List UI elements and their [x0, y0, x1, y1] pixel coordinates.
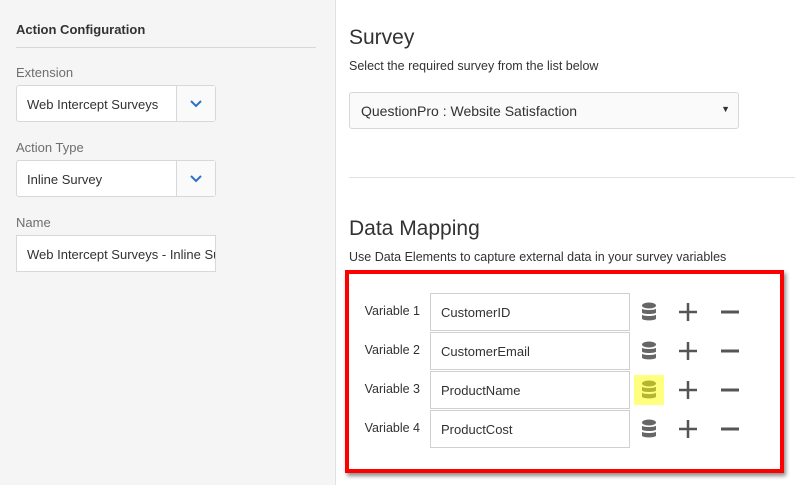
chevron-down-icon [190, 174, 202, 182]
survey-subtitle: Select the required survey from the list… [349, 59, 599, 73]
survey-title: Survey [349, 26, 415, 49]
data-element-icon[interactable] [634, 297, 664, 327]
minus-icon[interactable] [715, 297, 745, 327]
data-element-icon[interactable] [634, 375, 664, 405]
variable-input[interactable]: ProductName [430, 371, 630, 409]
variable-label: Variable 2 [364, 343, 420, 357]
extension-value: Web Intercept Surveys [27, 97, 159, 112]
data-mapping-title: Data Mapping [349, 217, 480, 240]
variable-label: Variable 4 [364, 421, 420, 435]
data-element-icon[interactable] [634, 414, 664, 444]
action-type-value: Inline Survey [27, 172, 103, 187]
variable-label: Variable 3 [364, 382, 420, 396]
survey-select[interactable]: QuestionPro : Website Satisfaction ▼ [349, 92, 739, 129]
action-type-dropdown-button[interactable] [176, 161, 215, 196]
highlight-box [345, 270, 784, 473]
data-element-icon[interactable] [634, 336, 664, 366]
plus-icon[interactable] [673, 414, 703, 444]
plus-icon[interactable] [673, 297, 703, 327]
variable-label: Variable 1 [364, 304, 420, 318]
divider [16, 47, 316, 48]
extension-dropdown-button[interactable] [176, 86, 215, 121]
minus-icon[interactable] [715, 414, 745, 444]
chevron-down-icon [190, 99, 202, 107]
name-label: Name [16, 215, 51, 230]
plus-icon[interactable] [673, 375, 703, 405]
minus-icon[interactable] [715, 336, 745, 366]
panel-title: Action Configuration [16, 22, 146, 37]
variable-input[interactable]: ProductCost [430, 410, 630, 448]
minus-icon[interactable] [715, 375, 745, 405]
name-input[interactable]: Web Intercept Surveys - Inline Sur [16, 235, 216, 272]
action-type-select[interactable]: Inline Survey [16, 160, 216, 197]
caret-down-icon: ▼ [721, 104, 730, 114]
variable-input[interactable]: CustomerEmail [430, 332, 630, 370]
survey-selected-value: QuestionPro : Website Satisfaction [361, 103, 578, 119]
plus-icon[interactable] [673, 336, 703, 366]
action-configuration-panel: Action Configuration Extension Web Inter… [0, 0, 336, 485]
data-mapping-subtitle: Use Data Elements to capture external da… [349, 250, 727, 264]
extension-label: Extension [16, 65, 74, 80]
divider [349, 177, 795, 178]
variable-input[interactable]: CustomerID [430, 293, 630, 331]
action-type-label: Action Type [16, 140, 84, 155]
extension-select[interactable]: Web Intercept Surveys [16, 85, 216, 122]
